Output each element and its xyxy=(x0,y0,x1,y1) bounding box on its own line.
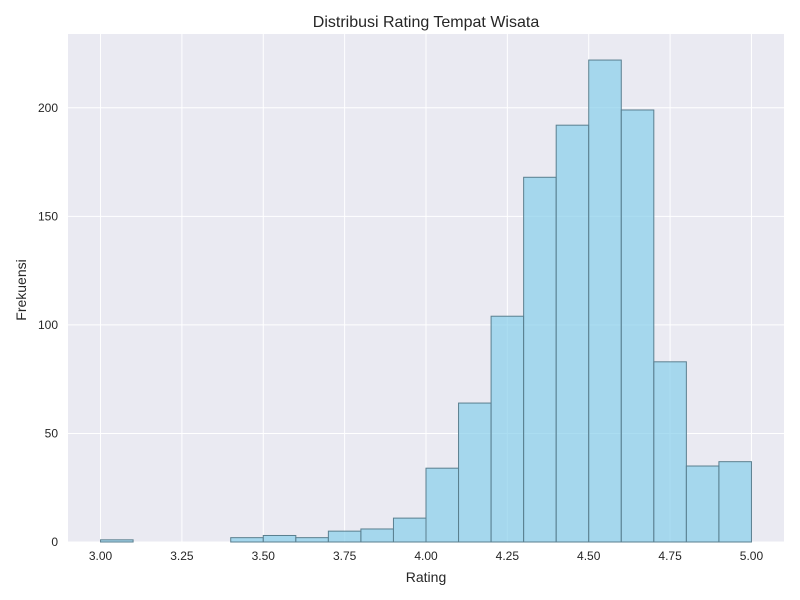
histogram-bar xyxy=(262,534,297,543)
x-tick-label: 4.00 xyxy=(414,549,438,563)
y-tick-label: 150 xyxy=(38,209,58,223)
x-tick-label: 4.25 xyxy=(496,549,520,563)
histogram-bar xyxy=(718,461,752,543)
y-tick-label: 0 xyxy=(51,535,58,549)
histogram-bar xyxy=(588,59,622,543)
x-tick-label: 3.75 xyxy=(333,549,357,563)
x-axis-label: Rating xyxy=(406,569,446,585)
histogram-bar xyxy=(295,537,329,543)
x-tick-label: 4.50 xyxy=(577,549,601,563)
y-axis-label: Frekuensi xyxy=(13,259,29,320)
histogram-bar xyxy=(490,315,525,543)
histogram-bar xyxy=(425,467,460,543)
y-tick-label: 50 xyxy=(45,426,59,440)
histogram-bar xyxy=(523,176,557,543)
histogram-bar xyxy=(653,361,687,543)
histogram-bar xyxy=(230,537,264,543)
chart-title: Distribusi Rating Tempat Wisata xyxy=(313,14,540,31)
x-tick-label: 5.00 xyxy=(740,549,764,563)
y-tick-label: 100 xyxy=(38,318,58,332)
y-tick-label: 200 xyxy=(38,101,58,115)
histogram-bar xyxy=(620,109,655,543)
histogram-bar xyxy=(685,465,720,543)
x-tick-label: 3.50 xyxy=(252,549,276,563)
histogram-bar xyxy=(555,124,590,543)
x-tick-label: 3.00 xyxy=(89,549,113,563)
histogram-bar xyxy=(360,528,394,543)
histogram-bar xyxy=(392,517,427,543)
y-axis-ticks: 0 50 100 150 200 xyxy=(38,101,58,549)
histogram-bar xyxy=(458,402,492,543)
x-tick-label: 4.75 xyxy=(658,549,682,563)
histogram-bars xyxy=(100,59,752,543)
x-axis-ticks: 3.00 3.25 3.50 3.75 4.00 4.25 4.50 4.75 5.00 xyxy=(89,549,764,563)
histogram-bar xyxy=(100,539,134,543)
histogram-bar xyxy=(327,530,362,543)
x-tick-label: 3.25 xyxy=(170,549,194,563)
